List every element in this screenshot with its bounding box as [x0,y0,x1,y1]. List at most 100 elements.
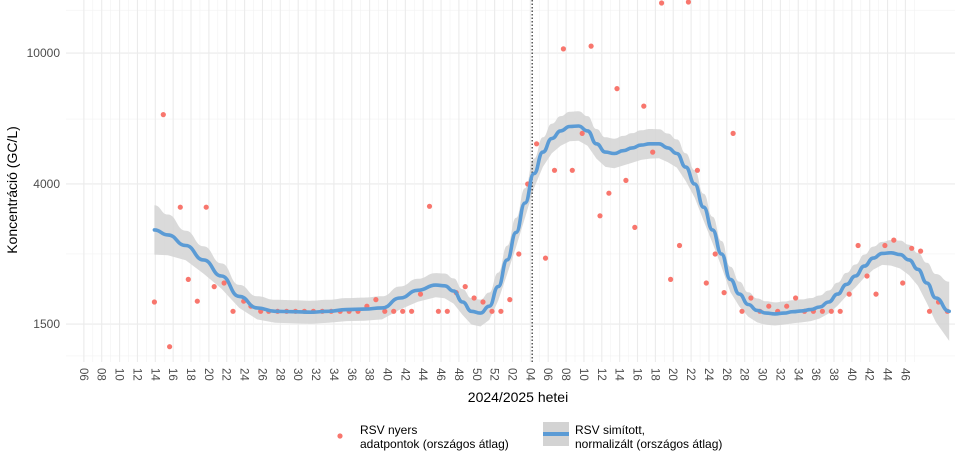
x-tick-label: 20 [202,368,214,381]
smooth-line-layer [152,124,951,316]
raw-data-point [873,291,879,297]
raw-data-point [739,308,745,314]
x-tick-label: 04 [523,368,535,381]
raw-data-point [641,103,647,109]
x-axis-title: 2024/2025 hetei [468,389,568,405]
legend-smooth-label-line1: RSV simított, [575,423,645,437]
raw-data-point [748,295,754,301]
x-tick-label: 40 [381,368,393,381]
y-axis-ticks: 1500 4000 10000 [27,46,61,331]
x-tick-label: 02 [506,368,518,381]
y-tick-label: 4000 [33,177,60,191]
raw-data-point [918,248,924,254]
x-tick-label: 14 [613,368,625,381]
x-tick-label: 22 [684,368,696,381]
raw-data-point [597,213,603,219]
x-tick-label: 08 [95,368,107,381]
raw-data-point [373,297,379,303]
raw-data-point [632,224,638,230]
raw-data-point [784,303,790,309]
x-tick-label: 48 [452,368,464,381]
x-tick-label: 26 [720,368,732,381]
x-tick-label: 44 [416,368,428,381]
raw-data-point [382,308,388,314]
raw-data-point [837,308,843,314]
raw-data-point [551,167,558,173]
x-tick-label: 46 [898,368,910,381]
raw-data-point [659,0,665,6]
raw-data-point [400,308,406,314]
raw-data-point [569,167,575,173]
raw-data-point [730,130,736,136]
raw-data-point [471,295,477,301]
x-tick-label: 16 [631,368,643,381]
y-tick-label: 10000 [27,46,61,60]
x-tick-label: 14 [148,368,160,381]
raw-data-point [909,245,915,251]
x-tick-label: 40 [845,368,857,381]
raw-data-point [614,86,620,92]
x-tick-label: 10 [577,368,589,381]
x-tick-label: 24 [702,368,714,381]
raw-data-point [846,291,852,297]
x-tick-label: 32 [773,368,785,381]
raw-data-point [177,204,183,210]
raw-data-point [891,237,897,243]
x-tick-label: 34 [791,368,803,381]
raw-data-point [855,242,861,249]
smoothed-rsv-line [152,124,951,316]
raw-data-point [926,308,933,314]
x-tick-label: 18 [184,368,196,381]
raw-data-point [230,308,236,314]
raw-data-point [409,308,415,314]
raw-data-point [703,280,709,286]
x-tick-label: 38 [363,368,375,381]
x-tick-label: 26 [256,368,268,381]
x-tick-label: 32 [309,368,321,381]
raw-data-point [507,297,513,303]
x-tick-label: 28 [273,368,285,381]
raw-data-point [160,112,166,118]
raw-data-point [606,190,612,196]
y-axis-title: Koncentráció (GC/L) [4,126,20,254]
x-tick-label: 38 [827,368,839,381]
raw-data-point [676,242,683,249]
raw-data-point [864,273,870,279]
raw-data-point [685,0,691,5]
raw-data-point [588,43,594,49]
x-tick-label: 24 [238,368,250,381]
y-tick-label: 1500 [33,317,60,331]
raw-data-point [185,276,191,282]
raw-data-point [828,308,834,314]
raw-data-point [435,308,441,314]
x-tick-label: 30 [756,368,768,381]
x-tick-label: 20 [666,368,678,381]
x-tick-label: 10 [113,368,125,381]
raw-data-point [516,251,522,257]
legend: RSV nyers adatpontok (országos átlag) RS… [337,422,722,451]
x-axis-ticks: 06 08 10 12 14 16 18 20 22 24 26 28 30 32 34 36 38 40 42 44… [77,368,911,381]
legend-smooth-label-line2: normalizált (országos átlag) [575,437,722,451]
raw-data-point [793,295,799,301]
x-tick-label: 16 [166,368,178,381]
x-tick-label: 06 [77,368,89,381]
x-tick-label: 36 [345,368,357,381]
raw-data-point [426,203,433,209]
raw-data-point [391,308,397,314]
x-tick-label: 12 [130,368,142,381]
raw-data-point [900,280,906,286]
raw-data-point [560,46,567,52]
x-tick-label: 08 [559,368,571,381]
raw-data-point [194,298,200,304]
raw-data-point [766,303,772,309]
legend-item-smooth: RSV simított, normalizált (országos átla… [543,422,722,451]
raw-data-point [417,291,424,297]
x-tick-label: 22 [220,368,232,381]
raw-data-point [534,141,540,147]
raw-data-point [167,344,173,350]
confidence-ribbon-layer [154,111,950,341]
raw-data-point [694,167,701,173]
raw-data-point [489,308,495,314]
